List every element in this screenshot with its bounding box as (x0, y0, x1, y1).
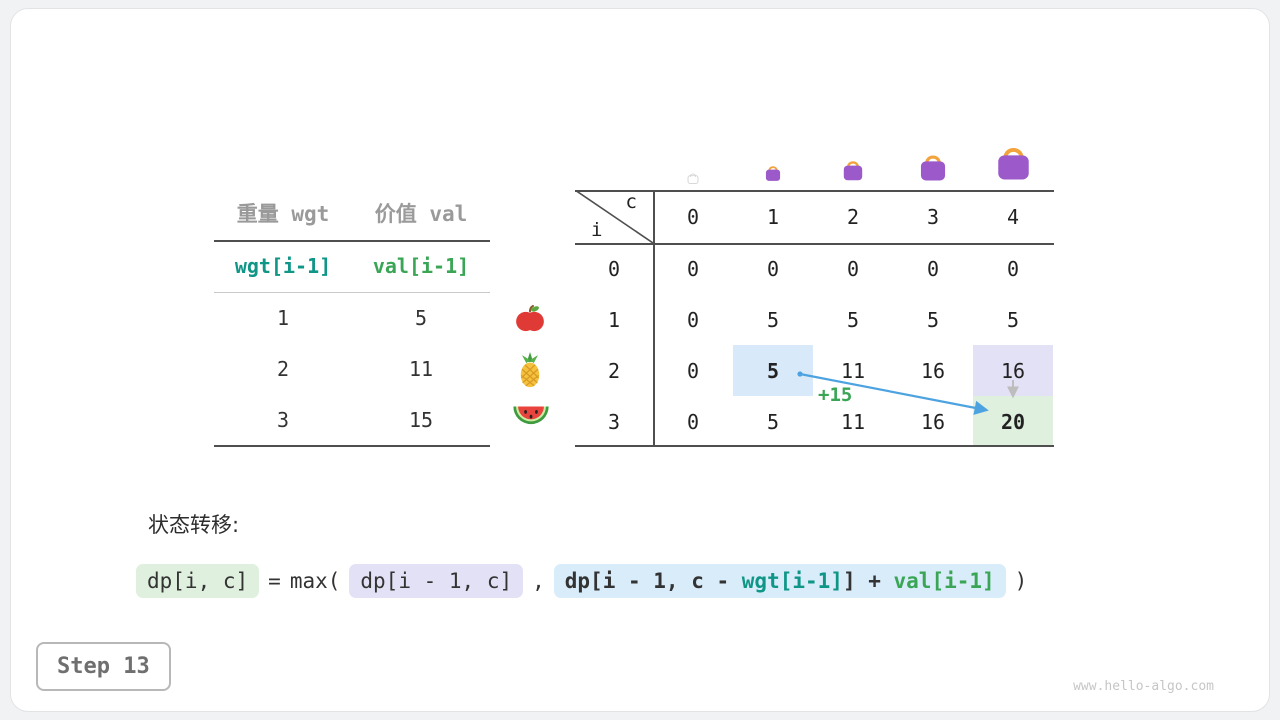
divider (653, 190, 655, 447)
item-value: 15 (408, 407, 434, 432)
bag-icon-capacity-4 (992, 141, 1035, 186)
step-badge: Step 13 (36, 642, 171, 691)
divider (575, 190, 1054, 192)
divider (214, 240, 490, 242)
divider (214, 445, 490, 447)
dp-cell: 5 (766, 307, 780, 332)
formula-max-open: max( (289, 569, 341, 593)
dp-table: i c 0 1 2 3 4 0 0 0 0 0 0 1 0 5 5 5 5 2 … (575, 190, 1054, 447)
dp-cell: 0 (1006, 256, 1020, 281)
dp-cell-result: 20 (973, 396, 1053, 447)
formula-term-take-prefix: dp[i - 1, c - (564, 569, 742, 593)
formula-lhs: dp[i, c] (136, 564, 260, 598)
dp-cell: 11 (840, 409, 866, 434)
formula-term-take-mid: ] + (842, 569, 894, 593)
bag-icon-capacity-0 (686, 169, 700, 188)
value-header: 价值 val (374, 202, 468, 226)
item-weight: 1 (276, 305, 290, 330)
watermelon-icon (512, 405, 550, 431)
formula-term-take-wgt: wgt[i-1] (741, 569, 843, 593)
plus-value-annotation: +15 (818, 384, 853, 406)
dp-cell: 0 (846, 256, 860, 281)
dp-col-header: 2 (846, 204, 860, 229)
formula-close-paren: ) (1014, 569, 1028, 593)
dp-cell: 0 (686, 409, 700, 434)
dp-cell: 5 (766, 409, 780, 434)
weight-var-label: wgt[i-1] (234, 254, 332, 278)
divider (214, 292, 490, 293)
formula-term-take: dp[i - 1, c - wgt[i-1]] + val[i-1] (553, 564, 1006, 598)
dp-row-header: 0 (607, 256, 621, 281)
dp-cell: 0 (686, 307, 700, 332)
dp-cell: 0 (926, 256, 940, 281)
bag-icon-capacity-1 (763, 163, 783, 186)
divider (575, 445, 1054, 447)
dp-row-header: 1 (607, 307, 621, 332)
dp-cell: 0 (686, 256, 700, 281)
dp-col-header: 1 (766, 204, 780, 229)
formula-equals: = (268, 569, 281, 593)
dp-cell: 16 (920, 358, 946, 383)
dp-cell: 0 (766, 256, 780, 281)
dp-cell-keep: 16 (973, 345, 1053, 396)
dp-col-header: 4 (1006, 204, 1020, 229)
dp-col-header: 3 (926, 204, 940, 229)
dp-cell: 16 (920, 409, 946, 434)
item-value: 11 (408, 356, 434, 381)
watermark: www.hello-algo.com (1073, 679, 1214, 694)
col-axis-label: c (625, 191, 637, 213)
apple-icon (514, 302, 546, 338)
item-weight: 3 (276, 407, 290, 432)
dp-cell: 5 (846, 307, 860, 332)
formula-term-keep: dp[i - 1, c] (349, 564, 524, 598)
dp-col-header: 0 (686, 204, 700, 229)
dp-row-header: 3 (607, 409, 621, 434)
transition-formula: dp[i, c] = max( dp[i - 1, c] , dp[i - 1,… (136, 564, 1027, 598)
dp-row-header: 2 (607, 358, 621, 383)
row-axis-label: i (591, 219, 603, 241)
items-table: 重量 wgt 价值 val wgt[i-1] val[i-1] 1 5 2 11… (214, 186, 490, 447)
item-value: 5 (414, 305, 428, 330)
divider (575, 243, 1054, 245)
item-weight: 2 (276, 356, 290, 381)
dp-cell-source: 5 (733, 345, 813, 396)
dp-corner-cell: i c (575, 190, 653, 243)
dp-cell: 0 (686, 358, 700, 383)
transition-label: 状态转移: (148, 513, 240, 537)
bag-icon-capacity-2 (840, 157, 866, 186)
weight-header: 重量 wgt (236, 202, 330, 226)
bag-icon-capacity-3 (916, 150, 950, 187)
dp-cell: 5 (1006, 307, 1020, 332)
formula-term-take-val: val[i-1] (893, 569, 995, 593)
dp-cell: 5 (926, 307, 940, 332)
pineapple-icon (515, 352, 545, 393)
diagonal-divider (575, 190, 653, 243)
formula-comma: , (532, 569, 545, 593)
value-var-label: val[i-1] (372, 254, 470, 278)
